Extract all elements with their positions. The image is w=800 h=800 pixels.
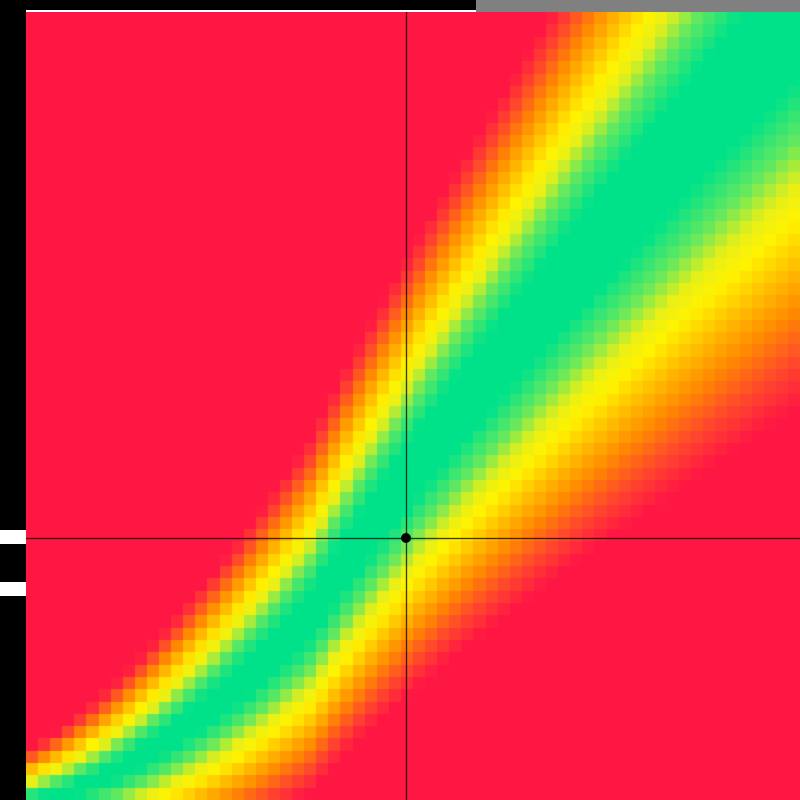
chart-container (0, 0, 800, 800)
left-frame-notch-1 (0, 530, 26, 544)
top-frame-bar-black (0, 0, 476, 10)
left-frame-notch-2 (0, 582, 26, 596)
left-frame-bar (0, 0, 26, 800)
heatmap-canvas (26, 12, 800, 800)
top-frame-bar-gray (476, 0, 800, 12)
origin-marker-dot (401, 533, 411, 543)
